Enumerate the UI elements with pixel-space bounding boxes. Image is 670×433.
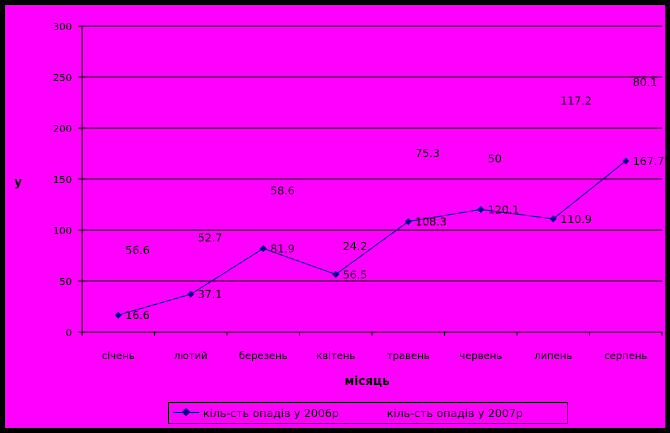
x-tick-label: серпень (604, 351, 647, 362)
data-label: 37.1 (198, 288, 223, 301)
series-line-2006 (118, 160, 627, 316)
y-tick-label: 250 (53, 73, 72, 84)
data-label: 50 (488, 153, 502, 166)
y-tick-label: 50 (59, 277, 72, 288)
x-tick-label: лютий (174, 351, 208, 362)
data-label: 81.9 (270, 242, 295, 255)
x-tick-label: травень (387, 351, 430, 362)
data-label: 120.1 (488, 203, 520, 216)
series (114, 157, 630, 319)
data-label: 117.2 (560, 94, 592, 107)
x-tick-label: липень (534, 351, 572, 362)
data-point-2006 (187, 290, 195, 298)
chart-area-background (5, 5, 665, 428)
data-point-2006 (622, 157, 630, 165)
data-label: 58.6 (270, 185, 295, 198)
data-label: 80.1 (633, 76, 658, 89)
y-axis-label: у (14, 175, 22, 189)
x-axis-label: місяць (344, 374, 390, 388)
y-axis-ticks: 0 50 100 150 200 250 300 (53, 22, 82, 339)
data-label: 52.7 (198, 231, 223, 244)
data-point-2006 (549, 215, 557, 223)
y-tick-label: 300 (53, 22, 72, 33)
legend-item-2007: кіль-сть опадів у 2007р (387, 407, 523, 420)
x-tick-label: березень (239, 351, 288, 362)
data-label: 56.6 (125, 244, 150, 257)
data-label: 167.7 (633, 155, 665, 168)
x-tick-label: квітень (316, 350, 355, 362)
legend-label-2006: кіль-сть опадів у 2006р (203, 406, 339, 420)
y-tick-label: 0 (66, 328, 72, 339)
data-point-2006 (477, 205, 485, 213)
data-label: 75.3 (415, 147, 440, 160)
x-tick-label: червень (459, 351, 502, 362)
gridlines (82, 25, 662, 282)
data-label: 56.5 (343, 268, 368, 281)
legend-marker-2006 (173, 407, 199, 418)
data-labels: 16.6 37.1 81.9 56.5 108.3 120.1 110.9 167.7 56.6… (125, 76, 664, 322)
legend: кіль-сть опадів у 2006р кіль-сть опадів … (168, 402, 568, 424)
legend-item-2006: кіль-сть опадів у 2006р (173, 407, 339, 420)
x-axis-ticks: січень лютий березень квітень травень червень… (81, 332, 663, 362)
data-point-2006 (259, 244, 267, 252)
data-label: 110.9 (560, 213, 592, 226)
data-point-2006 (404, 218, 412, 226)
y-tick-label: 100 (53, 226, 72, 237)
data-point-2006 (114, 311, 122, 319)
x-tick-label: січень (102, 350, 135, 362)
data-point-2006 (332, 270, 340, 278)
data-label: 16.6 (125, 309, 150, 322)
legend-label-2007: кіль-сть опадів у 2007р (386, 406, 523, 420)
data-label: 24.2 (343, 240, 368, 253)
y-tick-label: 200 (53, 124, 72, 135)
data-label: 108.3 (415, 216, 447, 229)
y-tick-label: 150 (53, 175, 72, 186)
